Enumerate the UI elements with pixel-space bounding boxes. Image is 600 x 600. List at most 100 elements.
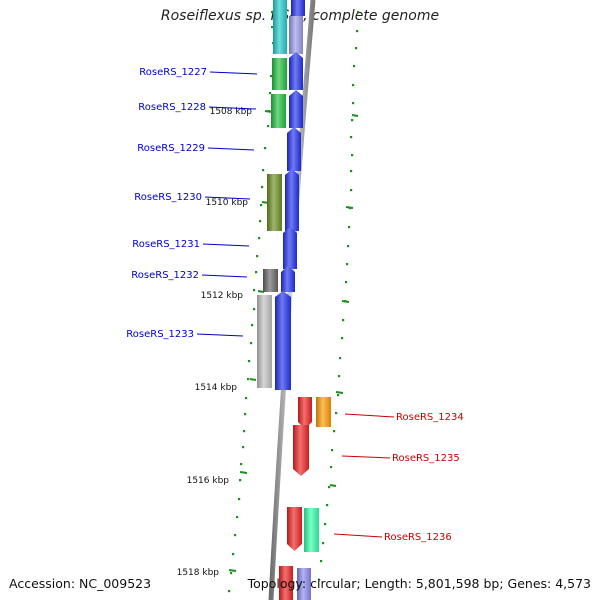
tick-dot (345, 281, 348, 284)
tick-dot (236, 516, 239, 519)
leader-line (204, 196, 251, 200)
tick-dot (242, 446, 245, 449)
scale-label: 1518 kbp (177, 568, 220, 578)
gene-label: RoseRS_1233 (126, 329, 194, 340)
tick-dot (346, 263, 349, 266)
gene-arrow (287, 127, 301, 171)
gene-hit-block (271, 94, 286, 128)
tick-dot (244, 413, 247, 416)
gene-label: RoseRS_1235 (392, 453, 460, 464)
gene-hit-block (272, 58, 287, 90)
gene-label: RoseRS_1231 (132, 239, 200, 250)
tick-dot (356, 30, 359, 33)
leader-line (202, 243, 250, 247)
tick-dot (350, 136, 353, 139)
tick-dot (348, 226, 351, 229)
tick-dot (333, 430, 336, 433)
tick-dot (247, 378, 250, 381)
major-tick (341, 300, 350, 303)
gene-label: RoseRS_1227 (139, 67, 207, 78)
tick-dot (351, 154, 354, 157)
leader-line (341, 455, 391, 459)
gene-arrow (289, 52, 303, 90)
scale-labels: 1508 kbp 1510 kbp 1512 kbp 1514 kbp 1516 kbp… (177, 107, 253, 578)
gene-hit-block (273, 0, 287, 54)
tick-dot (350, 189, 353, 192)
leader-line (208, 106, 257, 110)
gene-arrow (285, 169, 299, 231)
tick-dot (228, 590, 231, 593)
tick-dot (253, 308, 256, 311)
tick-dot (339, 357, 342, 360)
leader-line (209, 71, 258, 75)
gene-hit-block (257, 295, 272, 388)
gene-label: RoseRS_1230 (134, 192, 202, 203)
tick-dot (318, 579, 321, 582)
gene-arrow (293, 425, 309, 476)
gene-hit-block (267, 174, 282, 231)
gene-hit-block (297, 568, 311, 600)
major-tick (335, 391, 344, 394)
tick-dot (269, 92, 272, 95)
tick-dot (355, 47, 358, 50)
scale-label: 1510 kbp (206, 198, 249, 208)
tick-dot (251, 324, 254, 327)
gene-arrow (275, 291, 291, 390)
tick-dot (351, 119, 354, 122)
gene-label: RoseRS_1228 (138, 102, 206, 113)
gene-block (289, 16, 303, 54)
gene-label: RoseRS_1236 (384, 532, 452, 543)
tick-dot (239, 479, 242, 482)
tick-dot (258, 237, 261, 240)
gene-label: RoseRS_1234 (396, 412, 464, 423)
tick-dot (352, 84, 355, 87)
tick-dot (271, 11, 274, 14)
scale-label: 1514 kbp (195, 383, 238, 393)
tick-dot (260, 204, 263, 207)
tick-marks (228, 11, 360, 593)
tick-dot (238, 498, 241, 501)
major-tick (329, 484, 337, 487)
tick-dot (347, 245, 350, 248)
major-tick (345, 206, 354, 209)
leader-line (333, 533, 383, 538)
gene-block (291, 0, 305, 16)
gene-block (279, 566, 293, 600)
tick-dot (352, 102, 355, 105)
tick-dot (256, 255, 259, 258)
gene-track (257, 0, 331, 600)
leader-line (344, 413, 395, 418)
tick-dot (337, 394, 340, 397)
gene-leader-lines: RoseRS_1227 RoseRS_1228 RoseRS_1229 RoseRS_… (126, 67, 463, 543)
gene-label: RoseRS_1229 (137, 143, 205, 154)
tick-dot (259, 220, 262, 223)
scale-label: 1512 kbp (201, 291, 244, 301)
tick-dot (232, 553, 235, 556)
tick-dot (331, 449, 334, 452)
tick-dot (245, 397, 248, 400)
tick-dot (322, 542, 325, 545)
tick-dot (261, 186, 264, 189)
tick-dot (234, 534, 237, 537)
major-tick (351, 114, 359, 117)
tick-dot (243, 430, 246, 433)
gene-hit-block (316, 397, 331, 427)
scale-label: 1516 kbp (187, 476, 230, 486)
gene-arrow (289, 90, 303, 128)
tick-dot (350, 170, 353, 173)
accession-text: Accession: NC_009523 (9, 576, 152, 591)
gene-arrow (281, 266, 295, 292)
gene-label: RoseRS_1232 (131, 270, 199, 281)
tick-dot (262, 169, 265, 172)
tick-dot (330, 466, 333, 469)
tick-dot (357, 11, 360, 14)
tick-dot (250, 342, 253, 345)
tick-dot (353, 65, 356, 68)
leader-line (207, 147, 255, 151)
tick-dot (230, 572, 233, 575)
tick-dot (253, 289, 256, 292)
tick-dot (324, 523, 327, 526)
tick-dot (267, 125, 270, 128)
gene-hit-block (304, 508, 319, 552)
